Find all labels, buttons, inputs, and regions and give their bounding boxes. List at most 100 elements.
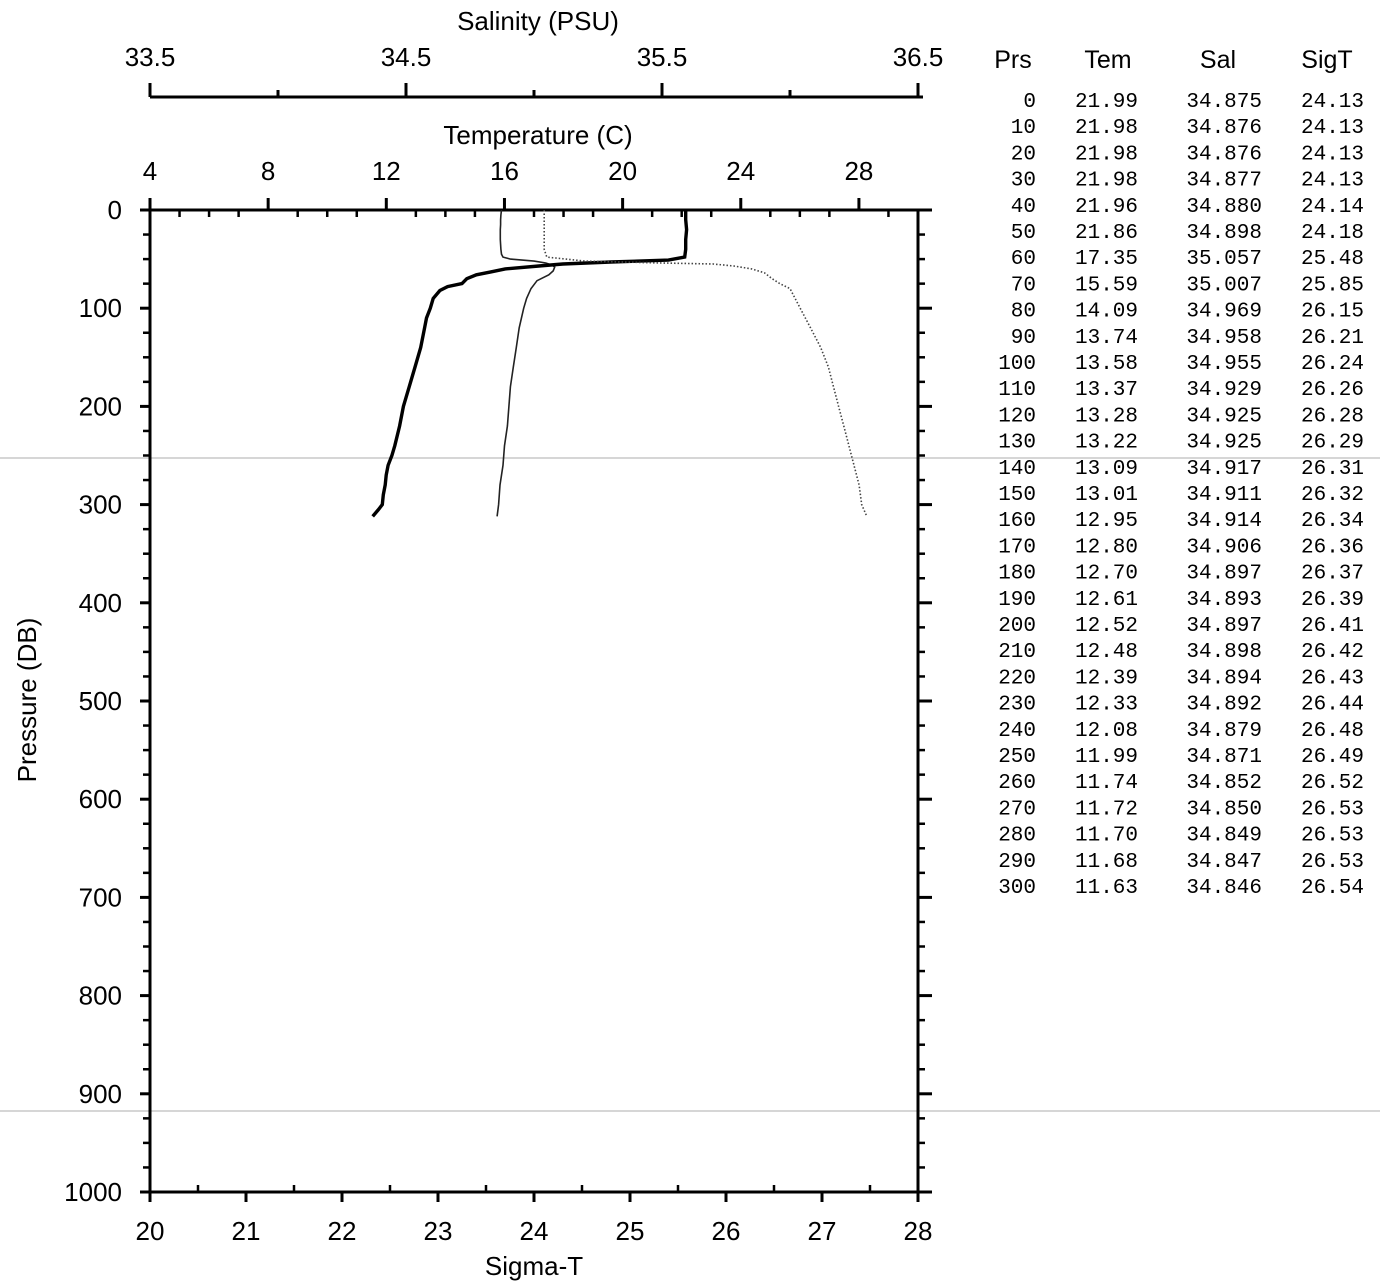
table-cell: 34.879	[1186, 720, 1262, 743]
salinity-axis-label: Salinity (PSU)	[457, 6, 619, 36]
table-cell: 230	[998, 694, 1036, 717]
table-header-prs: Prs	[994, 46, 1032, 74]
table-cell: 25.48	[1301, 248, 1364, 271]
table-cell: 34.849	[1186, 825, 1262, 848]
table-cell: 140	[998, 458, 1036, 481]
table-cell: 26.48	[1301, 720, 1364, 743]
table-cell: 280	[998, 825, 1036, 848]
table-cell: 26.53	[1301, 851, 1364, 874]
table-cell: 50	[1011, 222, 1036, 245]
table-cell: 34.955	[1186, 353, 1262, 376]
table-cell: 34.880	[1186, 196, 1262, 219]
table-cell: 26.41	[1301, 615, 1364, 638]
pressure-tick-label: 400	[79, 588, 122, 618]
table-cell: 34.894	[1186, 667, 1262, 690]
pressure-tick-label: 600	[79, 784, 122, 814]
table-cell: 26.42	[1301, 641, 1364, 664]
sigma-t-tick-label: 27	[808, 1216, 837, 1246]
table-cell: 26.26	[1301, 379, 1364, 402]
sigma-t-tick-label: 21	[232, 1216, 261, 1246]
table-cell: 24.18	[1301, 222, 1364, 245]
sigma-t-tick-label: 26	[712, 1216, 741, 1246]
temperature-axis: Temperature (C) 4 8 12 16 20 24 28	[143, 120, 890, 217]
table-cell: 170	[998, 536, 1036, 559]
table-cell: 130	[998, 432, 1036, 455]
table-cell: 24.13	[1301, 143, 1364, 166]
table-cell: 250	[998, 746, 1036, 769]
table-cell: 13.74	[1075, 327, 1138, 350]
sigma-t-tick-label: 24	[520, 1216, 549, 1246]
pressure-tick-label: 500	[79, 686, 122, 716]
plot-frame	[148, 208, 920, 1194]
table-cell: 20	[1011, 143, 1036, 166]
table-cell: 24.14	[1301, 196, 1364, 219]
table-cell: 26.44	[1301, 694, 1364, 717]
salinity-tick-label: 35.5	[637, 42, 688, 72]
table-cell: 120	[998, 405, 1036, 428]
table-cell: 26.43	[1301, 667, 1364, 690]
table-cell: 34.906	[1186, 536, 1262, 559]
table-cell: 34.850	[1186, 798, 1262, 821]
sigma-t-axis-label: Sigma-T	[485, 1251, 583, 1281]
table-cell: 21.86	[1075, 222, 1138, 245]
table-cell: 34.847	[1186, 851, 1262, 874]
table-cell: 13.01	[1075, 484, 1138, 507]
table-cell: 26.31	[1301, 458, 1364, 481]
table-cell: 17.35	[1075, 248, 1138, 271]
table-cell: 26.29	[1301, 432, 1364, 455]
pressure-tick-label: 900	[79, 1079, 122, 1109]
sigma-t-axis: Sigma-T 20 21 22 23 24 25 26 27 28	[136, 1185, 933, 1281]
table-cell: 26.53	[1301, 798, 1364, 821]
table-cell: 26.49	[1301, 746, 1364, 769]
table-header-sigt: SigT	[1301, 46, 1352, 74]
temperature-axis-label: Temperature (C)	[443, 120, 632, 150]
table-cell: 110	[998, 379, 1036, 402]
pressure-tick-label: 700	[79, 882, 122, 912]
table-cell: 11.68	[1075, 851, 1138, 874]
table-cell: 200	[998, 615, 1036, 638]
table-cell: 240	[998, 720, 1036, 743]
table-cell: 11.99	[1075, 746, 1138, 769]
table-cell: 34.898	[1186, 222, 1262, 245]
sigma-t-tick-label: 28	[904, 1216, 933, 1246]
table-cell: 26.32	[1301, 484, 1364, 507]
table-cell: 12.61	[1075, 589, 1138, 612]
pressure-tick-label: 1000	[64, 1177, 122, 1207]
table-cell: 11.70	[1075, 825, 1138, 848]
pressure-tick-label: 800	[79, 981, 122, 1011]
table-cell: 12.52	[1075, 615, 1138, 638]
table-cell: 34.852	[1186, 772, 1262, 795]
table-cell: 12.70	[1075, 563, 1138, 586]
sigma-t-tick-label: 23	[424, 1216, 453, 1246]
table-cell: 300	[998, 877, 1036, 900]
table-cell: 34.914	[1186, 510, 1262, 533]
salinity-profile-line	[543, 210, 868, 517]
table-cell: 26.52	[1301, 772, 1364, 795]
table-cell: 13.37	[1075, 379, 1138, 402]
table-cell: 24.13	[1301, 91, 1364, 114]
table-cell: 34.871	[1186, 746, 1262, 769]
table-cell: 190	[998, 589, 1036, 612]
table-cell: 270	[998, 798, 1036, 821]
temperature-tick-label: 28	[844, 156, 873, 186]
table-cell: 34.897	[1186, 563, 1262, 586]
table-cell: 34.925	[1186, 432, 1262, 455]
table-cell: 34.875	[1186, 91, 1262, 114]
table-cell: 34.929	[1186, 379, 1262, 402]
table-cell: 34.877	[1186, 170, 1262, 193]
table-cell: 34.876	[1186, 117, 1262, 140]
table-cell: 34.911	[1186, 484, 1262, 507]
data-table: Prs Tem Sal SigT 0 21.99 34.875 24.13 10 21.98 34.…	[994, 46, 1364, 900]
table-cell: 26.21	[1301, 327, 1364, 350]
temperature-tick-label: 20	[608, 156, 637, 186]
table-cell: 26.24	[1301, 353, 1364, 376]
table-cell: 40	[1011, 196, 1036, 219]
table-cell: 12.08	[1075, 720, 1138, 743]
table-cell: 26.28	[1301, 405, 1364, 428]
table-cell: 21.98	[1075, 143, 1138, 166]
pressure-tick-label: 300	[79, 490, 122, 520]
table-cell: 160	[998, 510, 1036, 533]
table-cell: 11.74	[1075, 772, 1138, 795]
temperature-tick-label: 8	[261, 156, 275, 186]
table-cell: 21.99	[1075, 91, 1138, 114]
